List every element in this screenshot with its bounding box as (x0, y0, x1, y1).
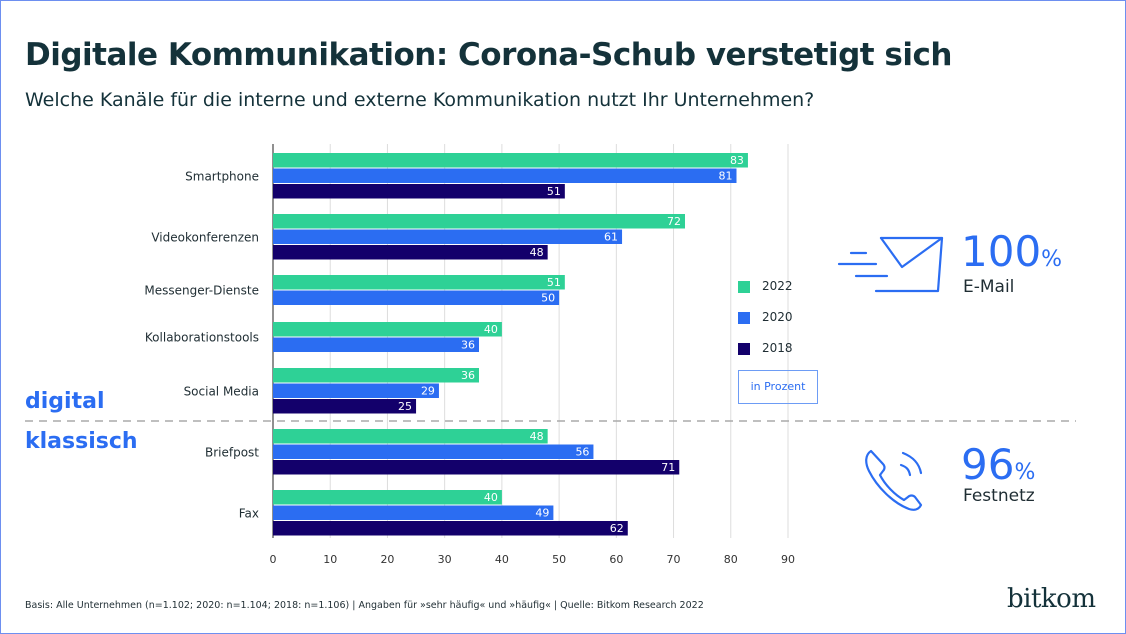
category-label: Smartphone (185, 169, 259, 183)
email-label: E-Mail (963, 277, 1015, 297)
legend-label: 2022 (762, 279, 793, 293)
bitkom-logo: bitkom (1007, 584, 1096, 614)
data-label: 81 (719, 170, 733, 183)
data-label: 71 (661, 461, 675, 474)
legend-label: 2020 (762, 310, 793, 324)
envelope-icon (837, 236, 944, 293)
data-label: 36 (461, 369, 475, 382)
bar-2022 (273, 490, 502, 505)
bar-2022 (273, 275, 565, 290)
data-label: 25 (398, 400, 412, 413)
bar-2020 (273, 229, 623, 244)
unit-box: in Prozent (738, 370, 818, 404)
bar-2020 (273, 505, 554, 520)
data-label: 83 (730, 154, 744, 167)
data-label: 48 (530, 430, 544, 443)
data-label: 50 (541, 292, 555, 305)
x-tick-label: 70 (667, 553, 681, 566)
bar-2020 (273, 337, 479, 352)
bar-2020 (273, 383, 439, 398)
bar-2022 (273, 322, 502, 337)
bar-2022 (273, 429, 548, 444)
data-label: 56 (575, 446, 589, 459)
legend-swatch (738, 280, 750, 293)
phone-icon (865, 449, 923, 511)
bar-2022 (273, 214, 685, 229)
bar-2018 (273, 460, 680, 475)
bar-2022 (273, 368, 479, 383)
legend-item-2022: 2022 (738, 279, 793, 293)
footnote: Basis: Alle Unternehmen (n=1.102; 2020: … (25, 600, 704, 611)
bar-2020 (273, 444, 594, 459)
bar-2022 (273, 153, 748, 168)
x-tick-label: 50 (552, 553, 566, 566)
data-label: 40 (484, 323, 498, 336)
x-tick-label: 60 (609, 553, 623, 566)
landline-value: 96% (961, 440, 1036, 489)
x-tick-label: 80 (724, 553, 738, 566)
data-label: 61 (604, 231, 618, 244)
x-tick-label: 90 (781, 553, 795, 566)
bar-2018 (273, 245, 548, 260)
data-label: 40 (484, 491, 498, 504)
group-label-classic: klassisch (25, 429, 138, 454)
bar-2020 (273, 290, 560, 305)
data-label: 48 (530, 246, 544, 259)
legend-swatch (738, 342, 750, 355)
legend-swatch (738, 311, 750, 324)
category-label: Social Media (184, 384, 259, 398)
x-tick-label: 0 (270, 553, 277, 566)
category-label: Kollaborationstools (145, 331, 259, 345)
category-label: Messenger-Dienste (144, 284, 259, 298)
legend-item-2018: 2018 (738, 341, 793, 355)
legend-item-2020: 2020 (738, 310, 793, 324)
data-label: 51 (547, 276, 561, 289)
email-value: 100% (961, 227, 1063, 276)
x-tick-label: 10 (323, 553, 337, 566)
data-label: 72 (667, 215, 681, 228)
x-tick-label: 40 (495, 553, 509, 566)
data-label: 29 (421, 385, 435, 398)
bar-2020 (273, 168, 737, 183)
bar-2018 (273, 521, 628, 536)
x-tick-label: 30 (438, 553, 452, 566)
data-label: 49 (535, 507, 549, 520)
page-subtitle: Welche Kanäle für die interne und extern… (25, 89, 815, 111)
page-title: Digitale Kommunikation: Corona-Schub ver… (25, 37, 952, 73)
group-label-digital: digital (25, 389, 105, 414)
data-label: 36 (461, 339, 475, 352)
category-label: Fax (239, 506, 259, 520)
category-label: Videokonferenzen (151, 230, 259, 244)
x-tick-label: 20 (380, 553, 394, 566)
data-label: 51 (547, 185, 561, 198)
data-label: 62 (610, 522, 624, 535)
legend-label: 2018 (762, 341, 793, 355)
category-label: Briefpost (205, 445, 259, 459)
landline-label: Festnetz (963, 486, 1035, 506)
bar-2018 (273, 399, 417, 414)
bar-2018 (273, 184, 565, 199)
